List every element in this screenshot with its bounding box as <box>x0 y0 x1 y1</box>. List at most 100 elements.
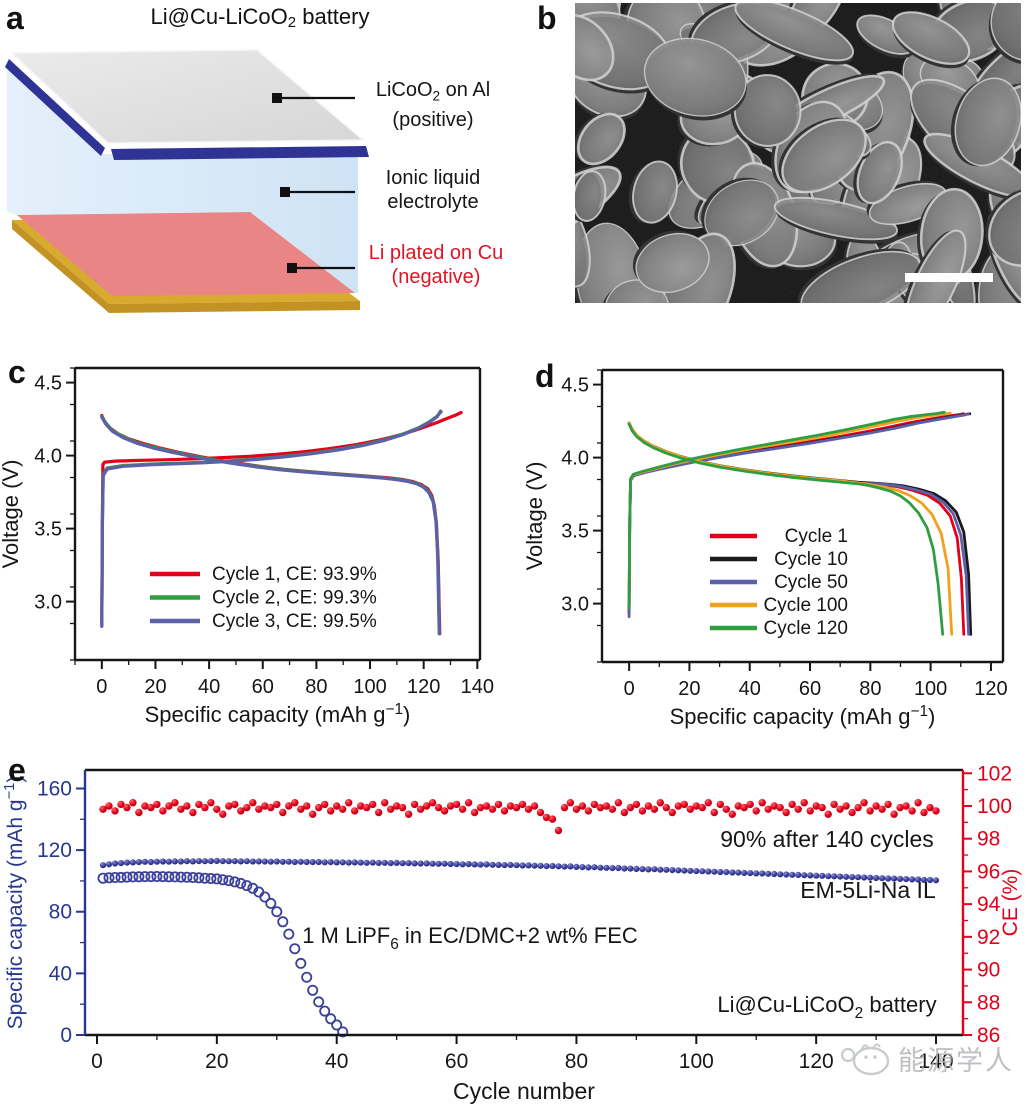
y-right-tick-label: 86 <box>977 1024 1000 1047</box>
x-axis-title: Specific capacity (mAh g−1) <box>670 703 936 729</box>
x-tick-label: 20 <box>144 676 166 698</box>
watermark-text: 能源学人 <box>898 1045 1014 1076</box>
y-right-tick-label: 98 <box>977 828 1000 851</box>
legend-label-2: Cycle 50 <box>774 572 848 593</box>
y-axis-title-right: CE (%) <box>999 869 1022 937</box>
x-tick-label: 80 <box>859 678 881 700</box>
battery-schematic <box>5 49 369 313</box>
callout-electrolyte-line1: Ionic liquid <box>385 167 481 189</box>
y-axis-title: Voltage (V) <box>522 462 547 571</box>
y-right-tick-label: 96 <box>977 860 1000 883</box>
panel-a-title: Li@Cu-LiCoO2 battery <box>60 4 460 31</box>
x-tick-label: 120 <box>974 678 1007 700</box>
panel-c: c 0 20 40 60 80 100 120 140 3.0 3.5 4.0 4.5 Cycle 1,… <box>0 348 510 748</box>
y-tick-label: 4.0 <box>561 448 589 470</box>
y-right-tick-label: 90 <box>977 959 1000 982</box>
sem-image <box>518 0 1028 355</box>
legend-label-1: Cycle 2, CE: 99.3% <box>212 588 377 609</box>
x-tick-label: 60 <box>445 1050 468 1073</box>
series-coulombic-efficiency <box>99 799 940 835</box>
x-tick-label: 40 <box>325 1050 348 1073</box>
y-tick-label: 120 <box>37 839 72 862</box>
annotation-note-carbonate: 1 M LiPF6 in EC/DMC+2 wt% FEC <box>302 923 638 953</box>
callout-cathode-line1: LiCoO2 on Al <box>375 79 491 104</box>
y-tick-label: 4.5 <box>34 373 62 395</box>
annotation-note-retention: 90% after 140 cycles <box>720 826 934 852</box>
series-cycle-120-discharge <box>627 422 945 636</box>
chart-c-series <box>100 409 463 636</box>
sem-grain <box>575 3 1021 303</box>
legend-label-2: Cycle 3, CE: 99.5% <box>212 611 377 632</box>
panel-e: e 0 20 40 60 80 100 120 140 0 40 80 120 160 86 88 90 92 9… <box>0 748 1028 1107</box>
x-tick-label: 120 <box>407 676 440 698</box>
series-cycle-120-charge <box>627 410 946 610</box>
x-tick-label: 60 <box>252 676 274 698</box>
panel-c-label: c <box>8 354 26 390</box>
cathode-edge-front <box>111 146 369 160</box>
y-right-tick-label: 92 <box>977 926 1000 949</box>
chart-cycling-performance: 0 20 40 60 80 100 120 140 0 40 80 120 160 86 88 90 92 94 9… <box>2 762 1022 1104</box>
y-axis-title: Voltage (V) <box>0 460 23 569</box>
y-axis-title-left: Specific capacity (mAh g−1) <box>2 776 27 1030</box>
panel-a-title-text: Li@Cu-LiCoO2 battery <box>150 4 370 32</box>
x-tick-label: 80 <box>565 1050 588 1073</box>
callout-cathode-line2: (positive) <box>392 109 474 132</box>
sem-image-wrap <box>518 0 1028 355</box>
copper-foil-left <box>12 220 109 313</box>
y-tick-label: 4.5 <box>561 375 589 397</box>
series-capacity-carbonate-electrolyte <box>97 871 349 1038</box>
callout-anode-line2: (negative) <box>391 266 481 288</box>
y-tick-label: 0 <box>60 1024 72 1047</box>
y-tick-label: 160 <box>37 777 72 800</box>
x-axis-title: Specific capacity (mAh g−1) <box>145 701 411 727</box>
y-tick-label: 3.5 <box>34 519 62 541</box>
x-tick-label: 0 <box>91 1050 103 1073</box>
annotation-note-il: EM-5Li-Na IL <box>800 877 936 903</box>
y-right-tick-label: 88 <box>977 991 1000 1014</box>
chart-d-series <box>627 410 973 636</box>
panel-a: a Li@Cu-LiCoO2 battery LiCoO2 on Al (pos… <box>0 0 520 348</box>
callout-electrolyte-line2: electrolyte <box>387 191 479 213</box>
x-tick-label: 60 <box>799 678 821 700</box>
y-tick-label: 80 <box>49 901 72 924</box>
electrolyte-block <box>7 64 358 293</box>
panel-b-label: b <box>537 0 557 36</box>
x-tick-label: 120 <box>799 1050 834 1073</box>
y-right-tick-label: 102 <box>977 762 1012 785</box>
series-capacity-EM-5Li-Na-IL <box>99 857 940 884</box>
y-tick-label: 3.0 <box>561 594 589 616</box>
x-tick-label: 20 <box>678 678 700 700</box>
x-tick-label: 100 <box>914 678 947 700</box>
chart-e-series <box>97 799 940 1038</box>
series-cycle-3-charge <box>100 409 443 628</box>
cathode-rim-left <box>7 53 108 148</box>
series-cycle-3-discharge <box>100 415 442 636</box>
x-tick-label: 140 <box>461 676 494 698</box>
sem-scale-bar <box>905 273 993 282</box>
x-tick-label: 100 <box>679 1050 714 1073</box>
y-tick-label: 3.5 <box>561 521 589 543</box>
x-tick-label: 80 <box>305 676 327 698</box>
chart-d-axes: 0 20 40 60 80 100 120 3.0 3.5 4.0 4.5 <box>561 368 1008 700</box>
x-axis-title: Cycle number <box>453 1078 595 1104</box>
y-right-tick-label: 94 <box>977 893 1001 916</box>
y-right-tick-label: 100 <box>977 795 1012 818</box>
x-tick-label: 140 <box>919 1050 954 1073</box>
panel-d: d 0 20 40 60 80 100 120 3.0 3.5 4.0 4.5 Cycle 1 Cycl… <box>510 348 1028 748</box>
whale-mascot-icon <box>840 1043 890 1076</box>
panel-b: b <box>518 0 1028 355</box>
chart-voltage-capacity-il: 0 20 40 60 80 100 120 140 3.0 3.5 4.0 4.5 Cycle 1, C… <box>0 366 494 727</box>
y-tick-label: 40 <box>49 962 72 985</box>
y-tick-label: 4.0 <box>34 446 62 468</box>
panel-e-label: e <box>8 752 26 788</box>
legend-label-3: Cycle 100 <box>764 595 849 616</box>
legend-label-4: Cycle 120 <box>764 618 849 639</box>
lithium-slab <box>17 212 355 296</box>
chart-e-axes: 0 20 40 60 80 100 120 140 0 40 80 120 160 86 88 90 92 94 9… <box>37 762 1012 1073</box>
x-tick-label: 0 <box>96 676 107 698</box>
x-tick-label: 40 <box>198 676 220 698</box>
x-tick-label: 20 <box>205 1050 228 1073</box>
x-tick-label: 0 <box>624 678 635 700</box>
